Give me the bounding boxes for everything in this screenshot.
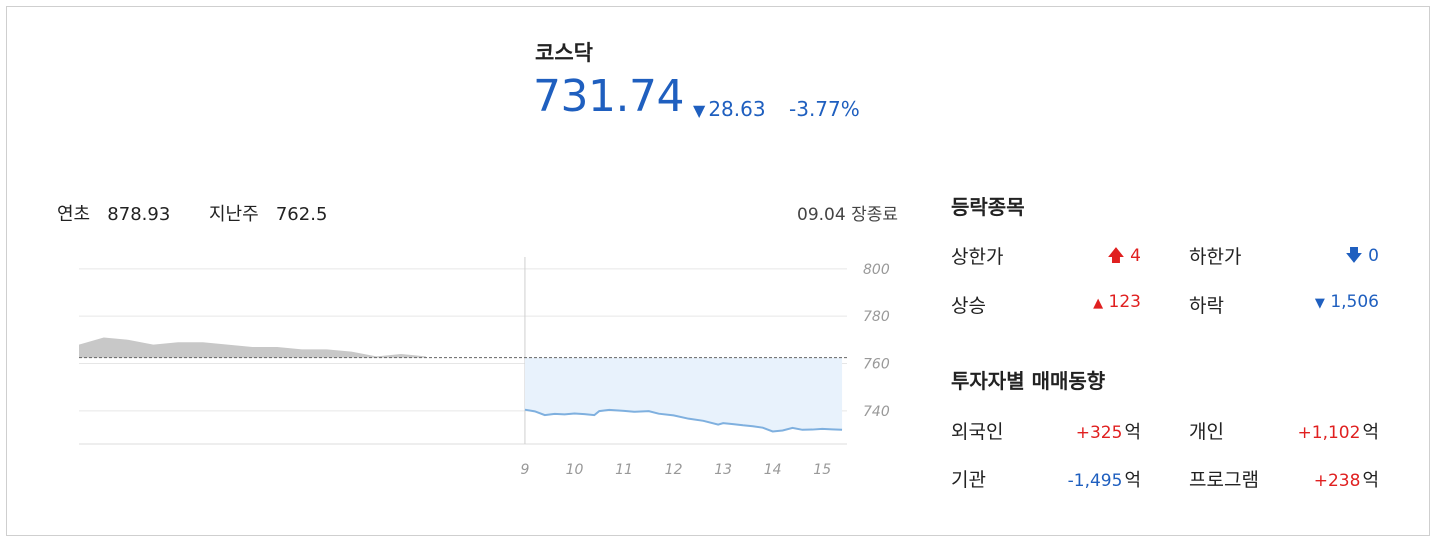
- x-tick-label: 13: [714, 462, 732, 478]
- limit-down-value: 🡇 0: [1345, 246, 1379, 266]
- advance-value: ▲ 123: [1093, 292, 1141, 312]
- investor-trend-title: 투자자별 매매동향: [951, 369, 1106, 393]
- ytd-reference: 연초 878.93: [57, 200, 170, 226]
- down-triangle-icon: ▼: [1314, 296, 1325, 311]
- limit-down-label: 하한가: [1189, 246, 1242, 268]
- institution-label: 기관: [951, 469, 986, 491]
- down-triangle-icon: ▼: [693, 101, 706, 120]
- x-tick-label: 15: [813, 462, 831, 478]
- up-arrow-icon: 🡅: [1107, 246, 1125, 266]
- lastweek-label: 지난주: [209, 204, 259, 225]
- limit-up-value: 🡅 4: [1107, 246, 1141, 266]
- index-change: ▼ 28.63: [693, 97, 766, 121]
- limit-up-label: 상한가: [951, 246, 1004, 268]
- index-change-rate: -3.77%: [789, 97, 860, 121]
- institution-value: -1,495 억: [1067, 470, 1141, 491]
- decline-value: ▼ 1,506: [1314, 292, 1379, 312]
- y-tick-label: 780: [863, 309, 890, 325]
- index-name[interactable]: 코스닥: [535, 41, 593, 65]
- index-change-value: 28.63: [708, 97, 766, 121]
- program-label: 프로그램: [1189, 469, 1259, 491]
- today-session-area: [524, 357, 843, 432]
- individual-value: +1,102 억: [1297, 422, 1379, 443]
- foreign-value: +325 억: [1075, 422, 1141, 443]
- ytd-value: 878.93: [107, 204, 171, 225]
- today-series-line: [524, 408, 843, 433]
- foreign-label: 외국인: [951, 421, 1004, 443]
- advance-label: 상승: [951, 295, 986, 317]
- index-value: 731.74: [533, 71, 684, 122]
- previous-session-area: [79, 337, 426, 358]
- x-tick-label: 9: [520, 462, 529, 478]
- individual-label: 개인: [1189, 421, 1224, 443]
- market-status: 09.04 장종료: [797, 205, 898, 225]
- y-tick-label: 760: [863, 357, 890, 373]
- lastweek-reference: 지난주 762.5: [209, 200, 327, 226]
- x-tick-label: 11: [615, 462, 633, 478]
- program-value: +238 억: [1313, 470, 1379, 491]
- y-tick-label: 740: [863, 404, 890, 420]
- decline-label: 하락: [1189, 295, 1224, 317]
- x-tick-label: 10: [566, 462, 584, 478]
- ytd-label: 연초: [57, 204, 91, 225]
- lastweek-value: 762.5: [275, 204, 328, 225]
- kosdaq-index-card: 코스닥 731.74 ▼ 28.63 -3.77% 연초 878.93 지난주 7…: [6, 6, 1430, 536]
- y-tick-label: 800: [863, 262, 890, 278]
- down-arrow-icon: 🡇: [1345, 246, 1363, 266]
- intraday-chart: 800 780 760 740 9 10 11 12 13 14 15: [79, 257, 890, 478]
- x-tick-label: 14: [764, 462, 782, 478]
- up-triangle-icon: ▲: [1093, 296, 1104, 311]
- advance-decline-title: 등락종목: [951, 195, 1025, 219]
- x-tick-label: 12: [665, 462, 683, 478]
